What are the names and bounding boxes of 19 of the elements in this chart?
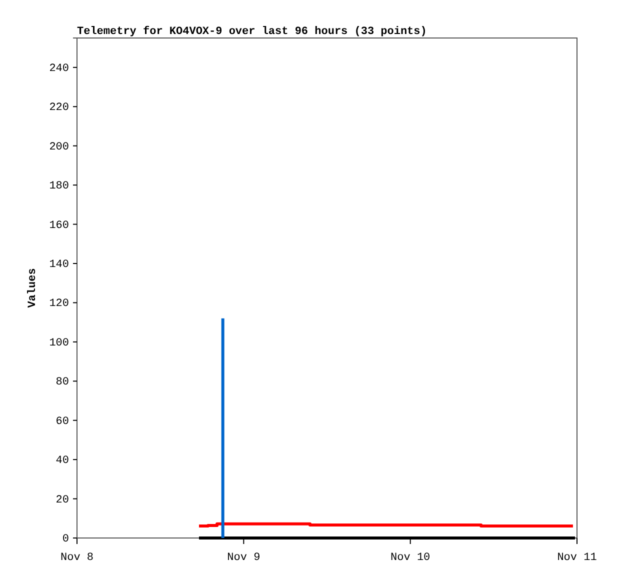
x-tick-label: Nov 9 bbox=[227, 552, 260, 564]
y-tick-label: 120 bbox=[49, 298, 69, 310]
y-axis-title: Values bbox=[27, 268, 39, 308]
y-tick-label: 20 bbox=[56, 494, 69, 506]
x-tick-label: Nov 11 bbox=[557, 552, 598, 564]
y-tick-label: 240 bbox=[49, 62, 69, 75]
y-tick-label: 80 bbox=[56, 376, 69, 389]
x-tick-label: Nov 10 bbox=[390, 552, 430, 564]
y-tick-label: 140 bbox=[49, 259, 69, 272]
y-tick-label: 180 bbox=[49, 180, 69, 193]
y-tick-label: 160 bbox=[49, 220, 69, 232]
chart-title: Telemetry for KO4VOX-9 over last 96 hours (33 points) bbox=[77, 25, 427, 38]
y-tick-label: 40 bbox=[56, 455, 69, 468]
y-tick-label: 220 bbox=[49, 102, 69, 114]
y-tick-label: 200 bbox=[49, 141, 69, 154]
y-tick-label: 100 bbox=[49, 337, 69, 350]
y-tick-label: 60 bbox=[56, 416, 69, 428]
y-tick-label: 0 bbox=[62, 534, 69, 546]
x-tick-label: Nov 8 bbox=[60, 552, 94, 564]
